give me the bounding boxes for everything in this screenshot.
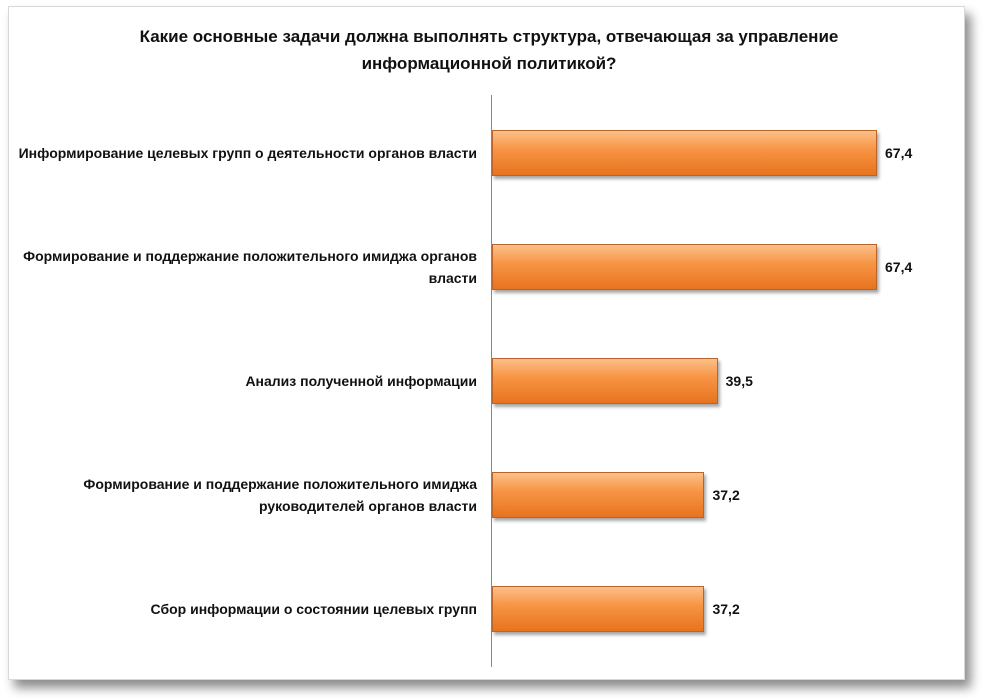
value-label: 39,5 — [725, 373, 753, 389]
value-label: 67,4 — [885, 259, 913, 275]
bar — [492, 244, 877, 290]
category-label: Анализ полученной информации — [245, 373, 477, 389]
category-label: Формирование и поддержание положительног… — [23, 248, 477, 286]
value-label: 37,2 — [712, 487, 740, 503]
chart-title: Какие основные задачи должна выполнять с… — [139, 27, 839, 73]
category-label: Формирование и поддержание положительног… — [83, 476, 477, 514]
bar — [492, 130, 877, 176]
category-axis — [491, 95, 492, 667]
category-label-box: Анализ полученной информации — [15, 351, 477, 411]
bar — [492, 358, 718, 404]
chart: Какие основные задачи должна выполнять с… — [8, 6, 965, 680]
category-label-box: Сбор информации о состоянии целевых груп… — [15, 579, 477, 639]
category-label-box: Информирование целевых групп о деятельно… — [15, 123, 477, 183]
category-label-box: Формирование и поддержание положительног… — [15, 237, 477, 297]
value-label: 37,2 — [712, 601, 740, 617]
bar — [492, 586, 705, 632]
value-label: 67,4 — [885, 145, 913, 161]
category-label-box: Формирование и поддержание положительног… — [15, 465, 477, 525]
category-label: Сбор информации о состоянии целевых груп… — [150, 601, 477, 617]
bar — [492, 472, 705, 518]
category-label: Информирование целевых групп о деятельно… — [18, 145, 477, 161]
